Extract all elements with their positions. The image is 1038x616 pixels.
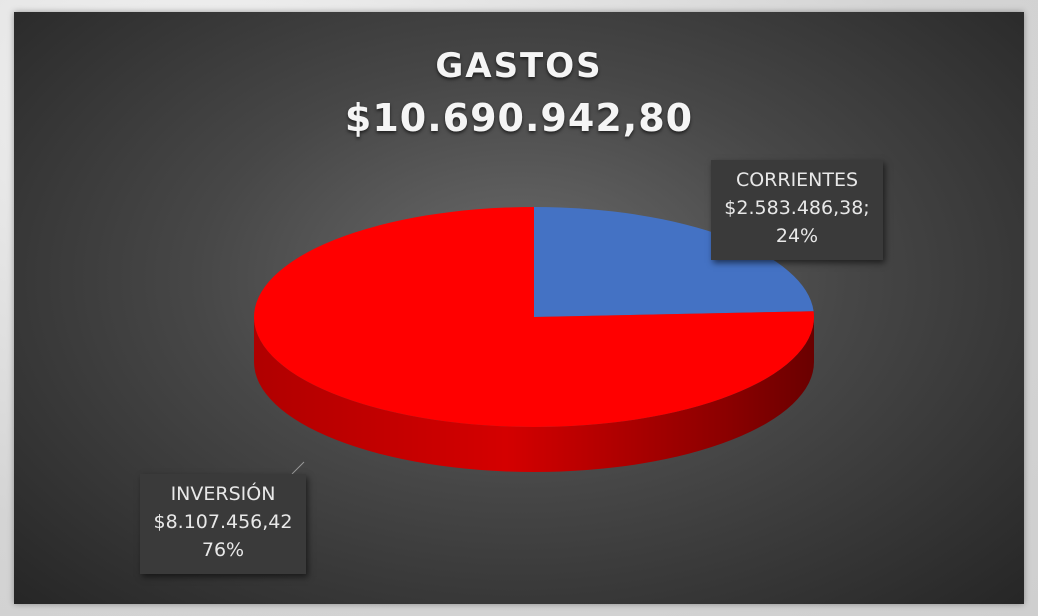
data-label-inversion-value: $8.107.456,42 [153,511,293,533]
pie-slice-corrientes [534,207,814,317]
chart-title: GASTOS [435,46,603,86]
chart-area: GASTOS $10.690.942,80 CORRIENTES [14,12,1024,604]
pie-slice-inversi-n [254,207,815,427]
data-label-inversion-percent: 76% [201,539,245,561]
data-label-inversion: INVERSIÓN $8.107.456,42 76% [140,474,306,574]
data-label-corrientes-name: CORRIENTES [735,169,859,191]
pie-side [254,317,814,472]
data-label-inversion-name: INVERSIÓN [170,483,276,505]
pie-top [254,207,815,427]
chart-subtitle: $10.690.942,80 [344,96,694,140]
pie-chart [254,207,815,475]
pie-side-inversi-n [254,317,814,472]
data-label-corrientes-value: $2.583.486,38; [724,197,870,219]
data-label-corrientes-percent: 24% [775,225,819,247]
data-label-corrientes: CORRIENTES $2.583.486,38; 24% [711,160,883,260]
leader-line-inversion [291,461,305,475]
